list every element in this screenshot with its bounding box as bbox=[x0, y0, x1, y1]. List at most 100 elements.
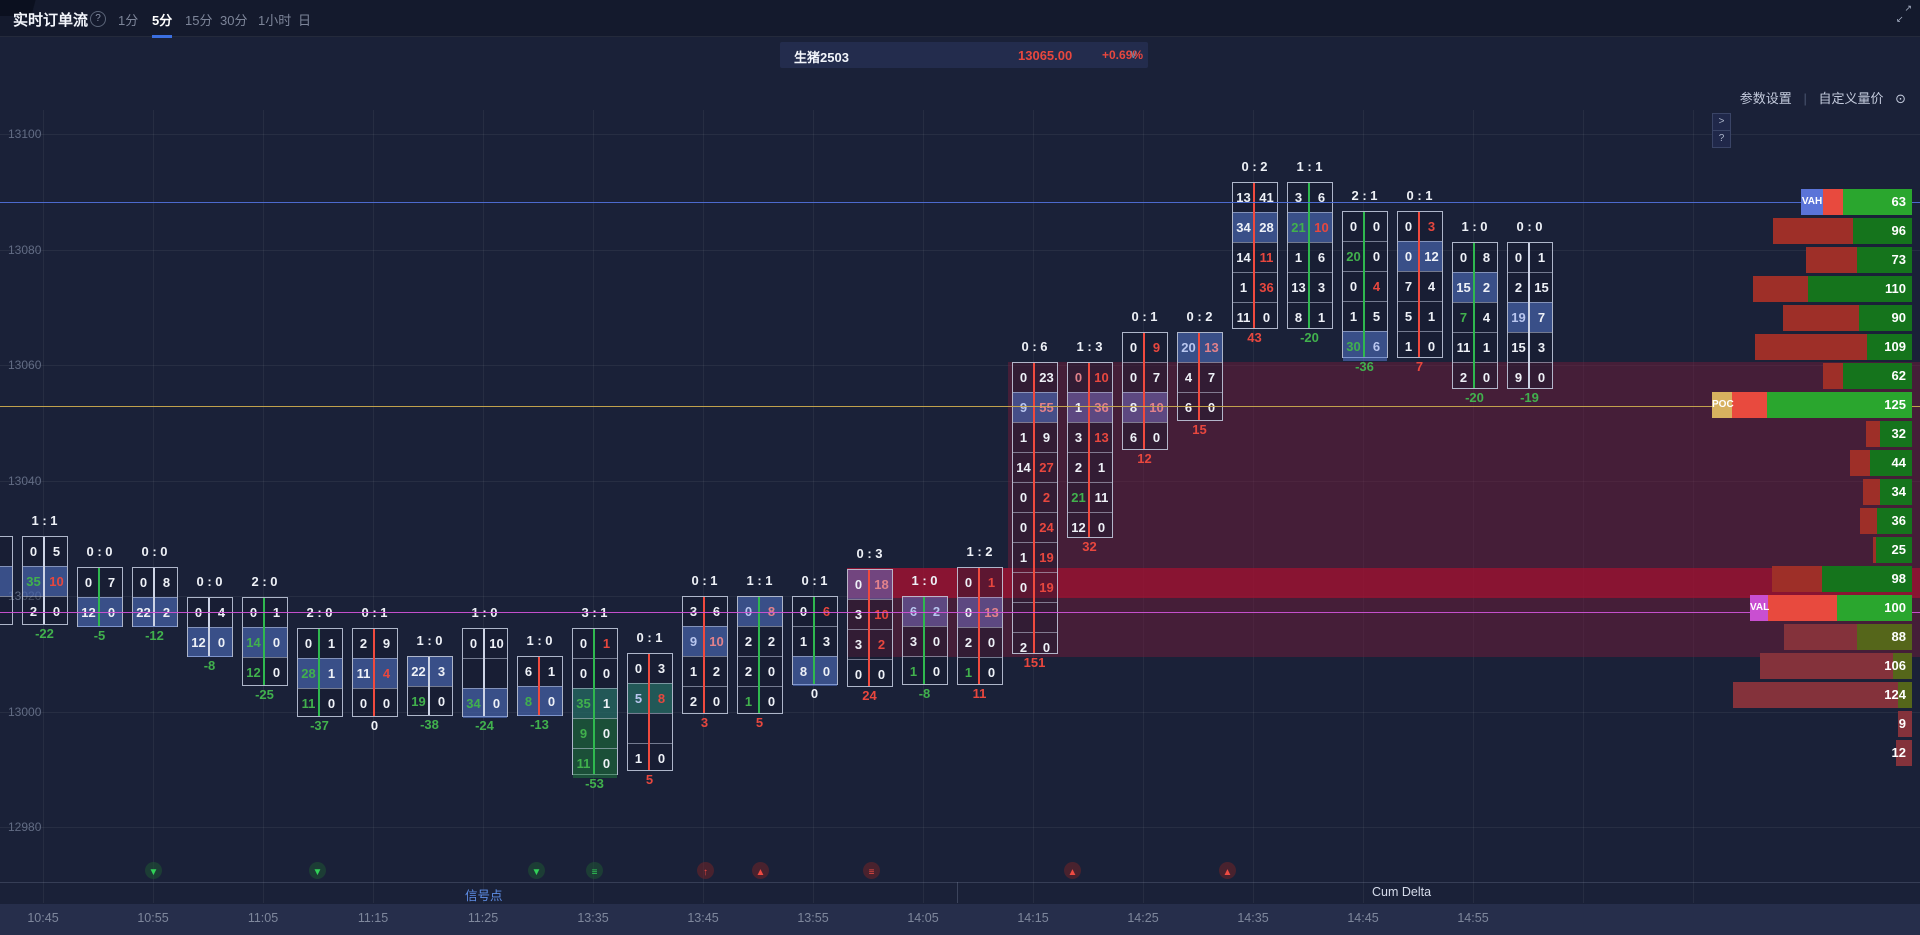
bid-volume: 5 bbox=[634, 691, 643, 706]
ask-volume: 2 bbox=[767, 634, 776, 649]
ask-volume: 1 bbox=[602, 636, 611, 651]
ask-volume: 2 bbox=[1482, 280, 1491, 295]
ask-volume: 6 bbox=[816, 597, 837, 626]
help-icon[interactable]: ? bbox=[90, 11, 106, 27]
bid-volume: 3 bbox=[854, 607, 863, 622]
delta-footer: -36 bbox=[1355, 359, 1374, 374]
bid-volume: 3 bbox=[909, 634, 918, 649]
footprint-column: 2 9 11 4 0 0 bbox=[352, 628, 398, 717]
ask-volume: 3 bbox=[822, 634, 831, 649]
y-axis-label: 12980 bbox=[8, 820, 42, 834]
chart-toolbar: 参数设置 | 自定义量价 ⊙ bbox=[1732, 88, 1906, 107]
y-axis-label: 13040 bbox=[8, 474, 42, 488]
ask-volume: 4 bbox=[382, 666, 391, 681]
bid-volume: 2 bbox=[744, 664, 753, 679]
imbalance-ratio-header: 0 : 0 bbox=[86, 544, 113, 559]
bid-volume: 2 bbox=[964, 635, 973, 650]
bid-volume: 15 bbox=[1511, 340, 1526, 355]
footprint-cell-row: 9 10 bbox=[683, 626, 727, 656]
ask-volume: 0 bbox=[1372, 219, 1381, 234]
profile-volume-value: 73 bbox=[1891, 252, 1906, 267]
tab-15分[interactable]: 15分 bbox=[185, 13, 213, 28]
ask-volume: 27 bbox=[1039, 460, 1054, 475]
ask-volume: 1 bbox=[327, 666, 336, 681]
candle-line bbox=[538, 657, 540, 715]
footprint-cell-row: 0 19 bbox=[1013, 572, 1057, 602]
profile-bar-buy bbox=[1808, 276, 1912, 302]
profile-volume-value: 36 bbox=[1891, 513, 1906, 528]
bid-volume: 9 bbox=[1514, 370, 1523, 385]
profile-bar-sell bbox=[1822, 189, 1843, 215]
imbalance-ratio-header: 0 : 1 bbox=[1131, 309, 1158, 324]
footprint-cell-row: 11 0 bbox=[573, 748, 617, 778]
settings-button[interactable]: 参数设置 bbox=[1739, 91, 1792, 106]
footprint-cell-row: 9 55 bbox=[1013, 392, 1057, 422]
bid-volume: 0 bbox=[1074, 370, 1083, 385]
fullscreen-icon[interactable]: ↗ ↙ bbox=[1896, 3, 1912, 24]
ask-volume: 3 bbox=[1537, 340, 1546, 355]
signal-glyph: ▼ bbox=[531, 867, 542, 878]
tab-日[interactable]: 日 bbox=[298, 13, 312, 28]
imbalance-ratio-header: 1 : 1 bbox=[31, 513, 58, 528]
candle-line bbox=[263, 598, 265, 685]
ask-volume: 0 bbox=[602, 666, 611, 681]
time-axis-label: 13:35 bbox=[577, 911, 609, 925]
profile-bar-sell bbox=[1773, 218, 1853, 244]
delta-footer: -19 bbox=[1520, 390, 1539, 405]
tab-1分[interactable]: 1分 bbox=[118, 13, 139, 28]
grid-hline bbox=[0, 827, 1920, 828]
footprint-column: 01140120 bbox=[242, 597, 288, 686]
grid-hline bbox=[0, 134, 1920, 135]
bid-volume: 3 bbox=[1074, 430, 1083, 445]
collapse-panel-button[interactable]: > bbox=[1712, 113, 1731, 131]
footprint-cell-row: 3 13 bbox=[1068, 422, 1112, 452]
profile-bar-buy bbox=[1822, 566, 1912, 592]
grid-vline bbox=[373, 110, 374, 903]
bid-volume: 21 bbox=[1291, 220, 1306, 235]
tab-30分[interactable]: 30分 bbox=[220, 13, 248, 28]
profile-volume-value: 98 bbox=[1891, 571, 1906, 586]
ask-volume: 7 bbox=[1537, 310, 1546, 325]
ask-volume: 10 bbox=[1149, 400, 1164, 415]
footprint-cell-row: 13 41 bbox=[1233, 183, 1277, 212]
candle-line bbox=[868, 570, 870, 686]
candle-line bbox=[1033, 363, 1035, 653]
ask-volume: 3 bbox=[1317, 280, 1326, 295]
instrument-selector[interactable]: 生猪2503 13065.00 +0.69% ∨ bbox=[780, 42, 1148, 68]
bid-volume: 12 bbox=[1071, 520, 1086, 535]
panel-help-button[interactable]: ? bbox=[1712, 130, 1731, 148]
bid-volume: 2 bbox=[1514, 280, 1523, 295]
chevron-down-icon[interactable]: ∨ bbox=[1129, 47, 1138, 61]
profile-volume-value: 106 bbox=[1884, 658, 1906, 673]
ask-volume: 8 bbox=[761, 597, 782, 626]
candle-line bbox=[593, 629, 595, 774]
footprint-column: 0 1 28 1 11 0 bbox=[297, 628, 343, 717]
time-axis-label: 10:45 bbox=[27, 911, 59, 925]
custom-volume-price-button[interactable]: 自定义量价 bbox=[1818, 91, 1884, 106]
bid-volume: 35 bbox=[26, 574, 41, 589]
bid-volume: 0 bbox=[1019, 580, 1028, 595]
candle-line bbox=[758, 597, 760, 713]
ask-volume: 0 bbox=[987, 665, 996, 680]
footprint-column: 0 9 0 7 8 10 6 0 bbox=[1122, 332, 1168, 450]
target-icon[interactable]: ⊙ bbox=[1895, 91, 1906, 106]
profile-bar-buy bbox=[1893, 653, 1912, 679]
footprint-cell-row: 1 36 bbox=[1233, 272, 1277, 302]
tab-5分[interactable]: 5分 bbox=[152, 10, 173, 38]
footprint-column: 0 8 15 2 7 4 11 1 2 0 bbox=[1452, 242, 1498, 389]
footprint-cell-row: 22 3 bbox=[408, 657, 452, 686]
bid-volume: 6 bbox=[903, 597, 924, 626]
footprint-cell-row: 13 3 bbox=[1288, 272, 1332, 302]
bid-volume: 12 bbox=[246, 665, 261, 680]
tab-1小时[interactable]: 1小时 bbox=[258, 13, 292, 28]
signal-glyph: ▼ bbox=[312, 867, 323, 878]
